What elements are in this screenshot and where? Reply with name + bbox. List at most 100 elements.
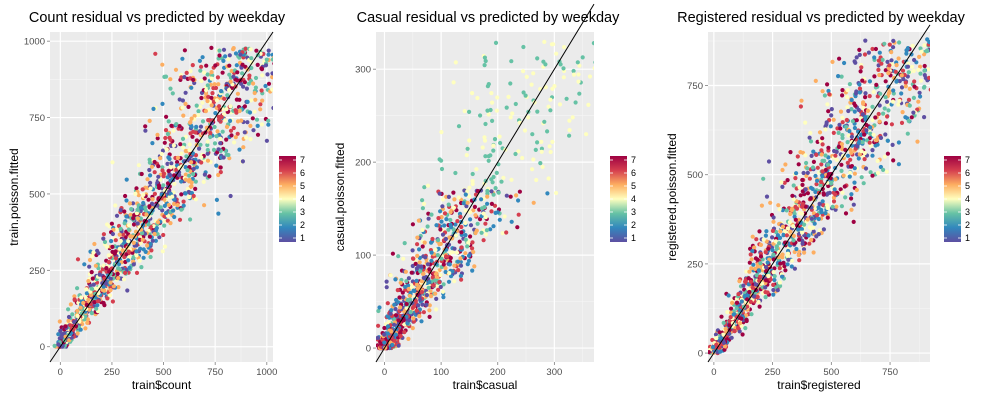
data-point xyxy=(922,63,927,69)
data-point xyxy=(494,170,499,175)
data-point xyxy=(797,258,802,263)
data-point xyxy=(804,160,809,166)
data-point xyxy=(87,307,92,312)
data-point xyxy=(131,240,136,245)
data-point xyxy=(782,180,787,185)
data-point xyxy=(160,148,166,153)
data-point xyxy=(730,300,735,305)
data-point xyxy=(155,132,160,137)
data-point xyxy=(860,140,865,145)
data-point xyxy=(137,258,142,263)
data-point xyxy=(149,201,155,206)
data-point xyxy=(576,72,581,77)
data-point xyxy=(524,74,529,79)
data-point xyxy=(495,95,500,100)
data-point xyxy=(764,194,770,199)
data-point xyxy=(543,85,548,90)
data-point xyxy=(761,176,766,181)
data-point xyxy=(862,157,867,162)
data-point xyxy=(179,179,184,184)
data-point xyxy=(189,180,194,185)
data-point xyxy=(800,202,806,207)
data-point xyxy=(489,189,494,194)
data-point xyxy=(124,198,129,203)
data-point xyxy=(182,48,187,53)
data-point xyxy=(725,310,730,315)
data-point xyxy=(492,203,498,208)
data-point xyxy=(220,129,225,134)
data-point xyxy=(875,170,881,176)
data-point xyxy=(421,310,426,315)
data-point xyxy=(56,332,61,337)
data-point xyxy=(218,141,223,146)
data-point xyxy=(96,251,101,256)
data-point xyxy=(390,251,395,256)
data-point xyxy=(813,78,818,83)
data-point xyxy=(896,102,901,107)
data-point xyxy=(886,91,892,96)
data-point xyxy=(160,62,165,67)
data-point xyxy=(415,253,420,258)
data-point xyxy=(107,224,112,229)
data-point xyxy=(891,45,896,50)
data-point xyxy=(252,109,257,114)
data-point xyxy=(131,262,136,267)
data-point xyxy=(836,74,841,79)
data-point xyxy=(862,151,867,156)
data-point xyxy=(849,107,854,112)
data-point xyxy=(475,221,480,226)
data-point xyxy=(777,266,782,271)
data-point xyxy=(493,186,498,191)
data-point xyxy=(198,124,204,129)
data-point xyxy=(183,177,188,182)
data-point xyxy=(791,233,796,238)
data-point xyxy=(198,68,203,73)
data-point xyxy=(731,312,736,317)
data-point xyxy=(539,146,545,151)
data-point xyxy=(461,201,466,206)
data-point xyxy=(506,94,511,99)
data-point xyxy=(240,71,245,76)
data-point xyxy=(117,232,122,237)
data-point xyxy=(382,332,387,337)
data-point xyxy=(459,230,464,235)
data-point xyxy=(753,266,758,271)
data-point xyxy=(260,98,265,103)
data-point xyxy=(878,135,884,140)
data-point xyxy=(956,39,960,43)
data-point xyxy=(826,88,831,94)
data-point xyxy=(896,56,901,61)
data-point xyxy=(163,128,169,133)
data-point xyxy=(535,140,540,145)
data-point xyxy=(242,80,247,85)
legend-label: 6 xyxy=(965,168,970,178)
data-point xyxy=(468,217,473,222)
data-point xyxy=(933,52,937,56)
data-point xyxy=(813,173,818,179)
data-point xyxy=(778,229,783,234)
data-point xyxy=(784,208,789,213)
data-point xyxy=(791,197,796,202)
data-point xyxy=(781,260,786,266)
data-point xyxy=(852,125,858,131)
data-point xyxy=(433,291,438,296)
data-point xyxy=(927,75,930,80)
data-point xyxy=(479,197,484,202)
data-point xyxy=(422,240,427,245)
data-point xyxy=(192,113,197,119)
data-point xyxy=(113,203,118,208)
data-point xyxy=(870,104,875,109)
data-point xyxy=(249,56,254,61)
data-point xyxy=(870,153,875,158)
data-point xyxy=(859,175,864,180)
data-point xyxy=(393,306,398,312)
data-point xyxy=(126,258,131,263)
data-point xyxy=(929,79,930,81)
data-point xyxy=(625,53,629,57)
data-point xyxy=(739,316,744,321)
data-point xyxy=(251,128,256,133)
legend-label: 4 xyxy=(300,194,305,204)
data-point xyxy=(328,77,332,81)
data-point xyxy=(843,195,848,200)
data-point xyxy=(564,96,569,101)
